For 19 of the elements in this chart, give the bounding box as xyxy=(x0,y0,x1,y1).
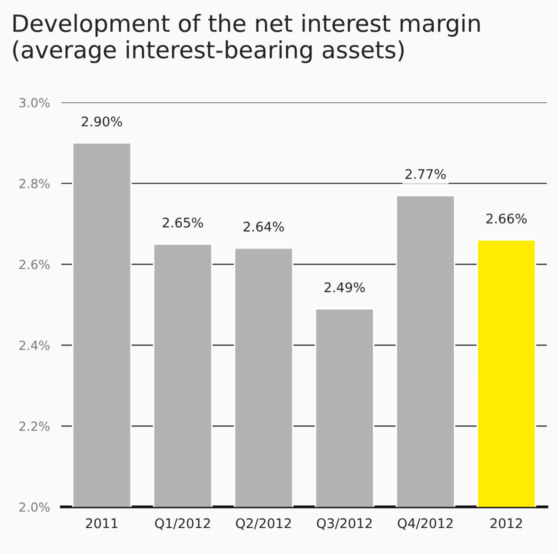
x-tick-label: 2011 xyxy=(86,518,118,528)
data-label: 2.65% xyxy=(162,218,203,228)
chart-title: Development of the net interest margin (average interest-bearing assets) xyxy=(13,14,480,64)
x-tick-label: Q4/2012 xyxy=(398,518,453,530)
y-tick-label: 2.6% xyxy=(19,260,50,270)
x-tick-label: Q3/2012 xyxy=(316,518,372,530)
data-label: 2.90% xyxy=(82,116,122,126)
data-label: 2.64% xyxy=(244,222,284,232)
x-tick-label: Q1/2012 xyxy=(155,518,210,530)
y-tick-label: 3.0% xyxy=(19,98,50,108)
y-tick-label: 2.4% xyxy=(19,340,50,350)
data-label: 2.66% xyxy=(486,214,527,224)
data-label: 2.49% xyxy=(324,282,365,292)
x-tick-label: Q2/2012 xyxy=(236,518,291,530)
x-tick-label: 2012 xyxy=(490,518,522,528)
y-tick-label: 2.8% xyxy=(19,178,50,188)
data-label: 2.77% xyxy=(405,169,446,180)
y-tick-label: 2.0% xyxy=(19,502,50,512)
y-tick-label: 2.2% xyxy=(19,422,50,431)
